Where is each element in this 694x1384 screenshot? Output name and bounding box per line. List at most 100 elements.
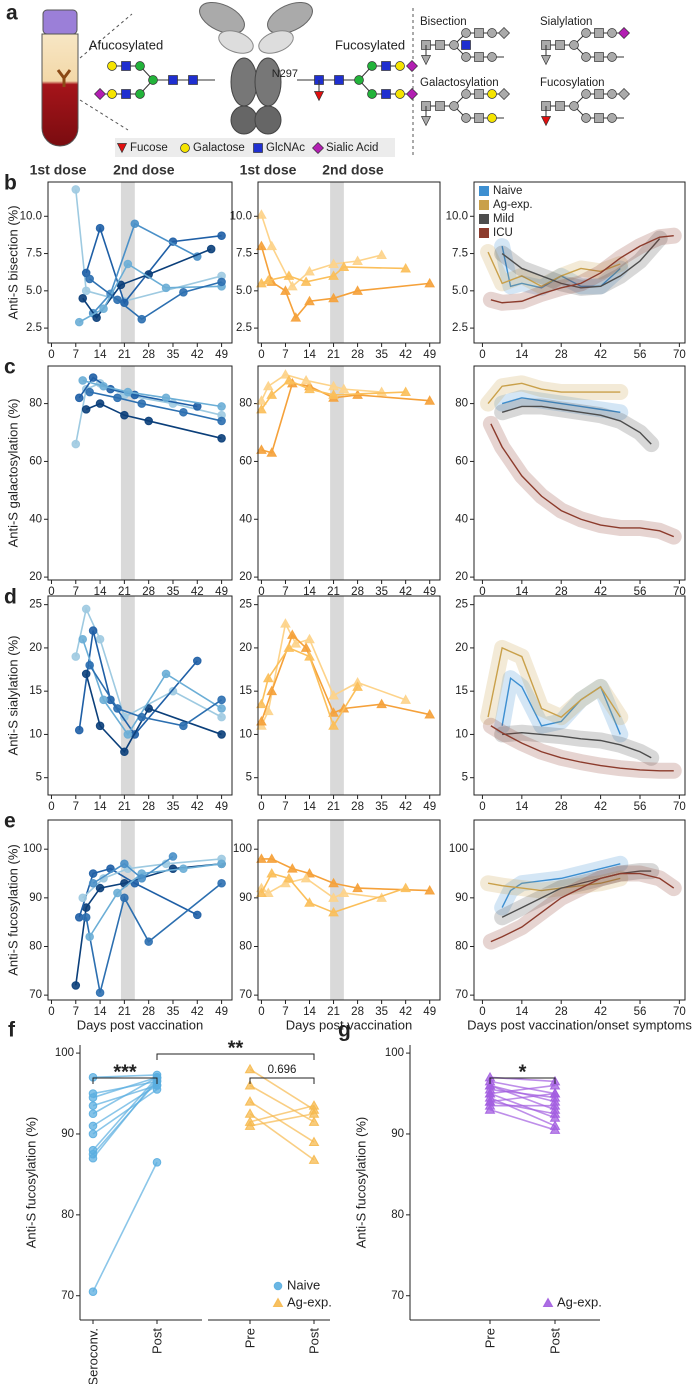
subject-line xyxy=(92,1078,158,1159)
triangle-marker xyxy=(256,853,267,863)
glycan-fucose xyxy=(313,91,325,102)
glycan-residue xyxy=(487,113,497,123)
legend-label: Naive xyxy=(287,1277,320,1292)
glycan-residue xyxy=(367,89,377,99)
glycan-glcnac xyxy=(474,89,484,99)
x-tick-label: 28 xyxy=(142,349,155,361)
glycan-glcnac xyxy=(555,101,565,111)
circle-marker xyxy=(81,669,91,679)
y-tick-label: 15 xyxy=(239,685,252,697)
circle-marker xyxy=(168,852,178,861)
circle-marker xyxy=(85,274,94,284)
circle-marker xyxy=(85,932,94,942)
y-tick-label: 25 xyxy=(455,599,468,611)
circle-marker xyxy=(95,223,105,233)
glycan-glcnac xyxy=(334,75,344,85)
glycan-residue xyxy=(487,28,497,38)
trend-line xyxy=(490,423,675,538)
circle-marker xyxy=(71,439,81,449)
triangle-marker xyxy=(484,1079,496,1090)
glycan-residue xyxy=(461,28,471,38)
x-tick-label: 42 xyxy=(399,801,412,813)
circle-marker xyxy=(85,660,94,670)
circle-marker xyxy=(113,295,122,305)
glycan-residue xyxy=(461,89,471,99)
circle-marker xyxy=(152,1085,162,1094)
y-tick-label: 90 xyxy=(29,892,42,904)
y-tick-label: 90 xyxy=(61,1128,74,1140)
triangle-marker xyxy=(308,1116,320,1126)
glycan-glcnac xyxy=(168,75,178,85)
circle-marker xyxy=(99,304,108,314)
x-tick-label: 21 xyxy=(327,801,340,813)
glycan-residue xyxy=(449,101,459,111)
y-tick-label: 90 xyxy=(391,1128,404,1140)
circle-marker xyxy=(99,695,108,705)
x-tick-label: Post xyxy=(547,1328,562,1354)
panel-label: a xyxy=(6,2,18,25)
circle-marker xyxy=(130,219,140,229)
triangle-marker xyxy=(304,897,315,907)
x-tick-label: 49 xyxy=(423,349,436,361)
triangle-marker xyxy=(424,395,436,405)
x-tick-label: 49 xyxy=(215,1006,228,1018)
glycan-glcnac xyxy=(555,40,565,50)
subject-line xyxy=(92,855,174,884)
trend-line xyxy=(501,863,621,908)
glycan-residue xyxy=(581,89,591,99)
circle-marker xyxy=(74,317,84,327)
circle-marker xyxy=(217,878,226,888)
triangle-marker xyxy=(262,274,274,285)
feature-label: Galactosylation xyxy=(420,77,499,89)
triangle-marker xyxy=(549,1108,561,1118)
triangle-marker xyxy=(280,369,291,379)
glycan-sialic xyxy=(498,88,510,100)
x-tick-label: 35 xyxy=(375,801,388,813)
x-tick-label: 0 xyxy=(48,1006,54,1018)
circle-marker xyxy=(74,393,84,403)
y-tick-label: 90 xyxy=(455,892,468,904)
x-tick-label: 0 xyxy=(479,586,485,598)
x-tick-label: 21 xyxy=(327,349,340,361)
triangle-marker xyxy=(328,689,339,700)
glycan-residue xyxy=(581,113,591,123)
legend-label: ICU xyxy=(493,227,513,239)
x-tick-label: 28 xyxy=(555,349,568,361)
x-tick-label: 0 xyxy=(258,801,264,813)
glycan-fucose xyxy=(116,143,128,154)
significance-bracket xyxy=(92,1077,158,1084)
dose-annotation: 2nd dose xyxy=(113,162,175,178)
panel-label: b xyxy=(4,172,17,195)
subject-line xyxy=(489,1108,556,1131)
y-tick-label: 60 xyxy=(239,455,252,467)
legend-label: Ag-exp. xyxy=(493,199,533,211)
circle-marker xyxy=(95,883,105,893)
glycan-glcnac xyxy=(188,75,198,85)
plot-frame xyxy=(47,365,233,581)
triangle-marker xyxy=(328,292,339,303)
circle-marker xyxy=(120,410,129,420)
y-tick-label: 70 xyxy=(61,1290,74,1302)
subject-line xyxy=(88,862,222,938)
circle-marker xyxy=(152,1157,162,1167)
glycan-sialic xyxy=(94,88,106,100)
plot-frame xyxy=(473,181,686,344)
significance-label: ** xyxy=(228,1037,244,1059)
triangle-marker xyxy=(283,374,295,385)
y-tick-label: 20 xyxy=(455,571,468,583)
subject-line xyxy=(249,1068,315,1111)
glycan-residue xyxy=(607,89,617,99)
y-tick-label: 10 xyxy=(29,728,42,740)
x-tick-label: 42 xyxy=(191,586,204,598)
glycan-glcnac xyxy=(435,101,445,111)
x-tick-label: 0 xyxy=(48,586,54,598)
triangle-marker xyxy=(244,1120,256,1130)
glycan-sialic xyxy=(312,142,324,154)
triangle-marker xyxy=(328,707,339,717)
x-tick-label: 42 xyxy=(399,586,412,598)
circle-marker xyxy=(71,185,81,194)
triangle-marker xyxy=(290,312,302,322)
panel-label: c xyxy=(4,356,16,379)
x-tick-label: 56 xyxy=(634,349,647,361)
